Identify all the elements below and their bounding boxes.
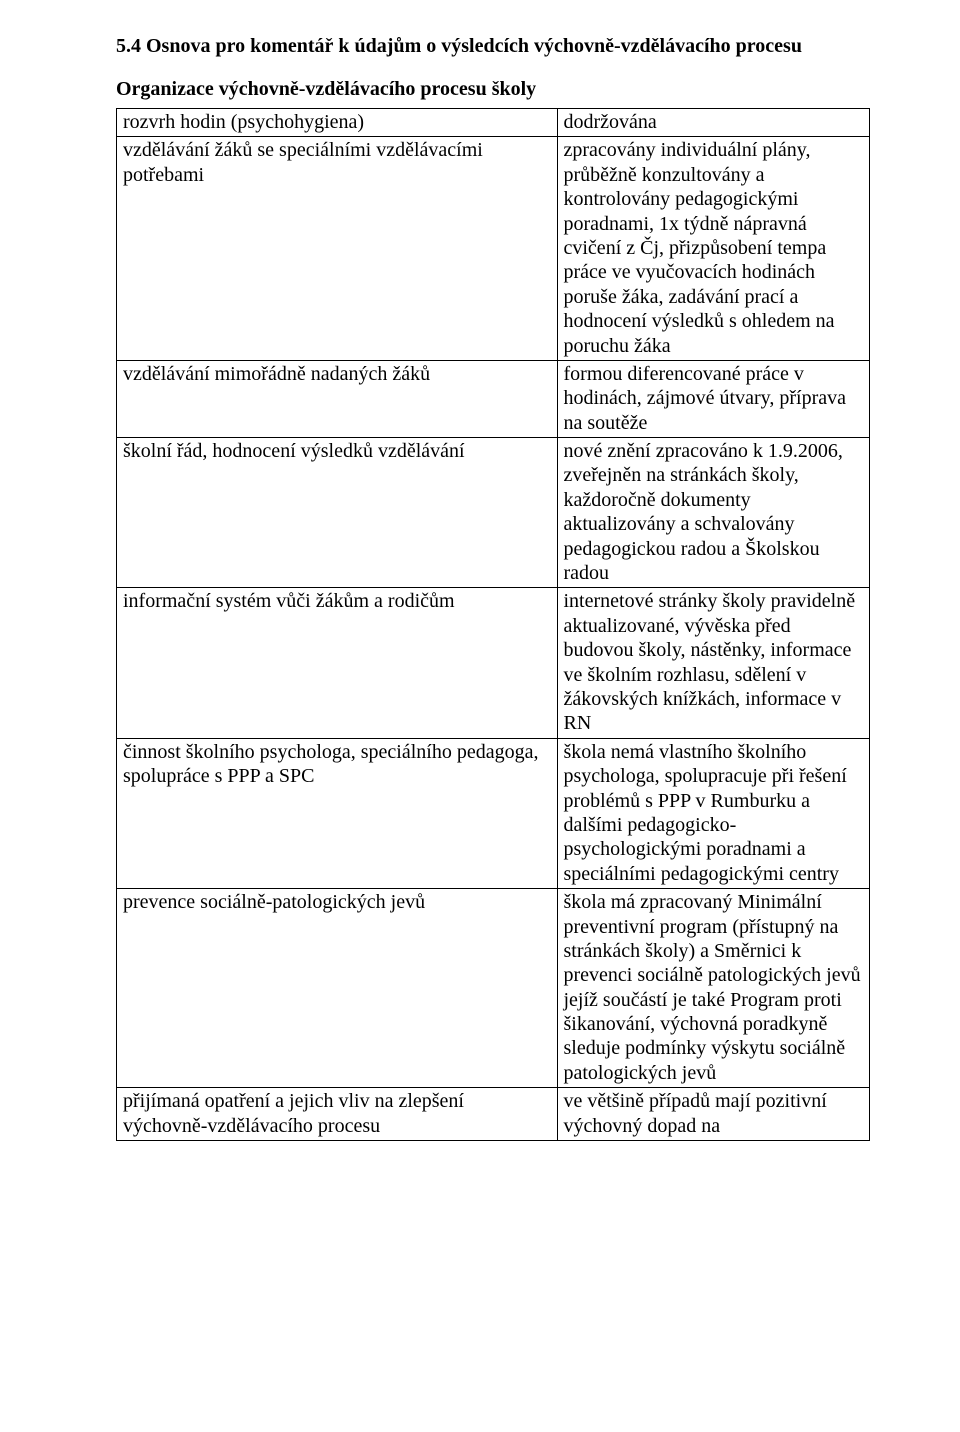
cell-left: činnost školního psychologa, speciálního… <box>117 738 558 888</box>
cell-right: škola nemá vlastního školního psychologa… <box>557 738 870 888</box>
table-row: rozvrh hodin (psychohygiena) dodržována <box>117 109 870 137</box>
cell-right: dodržována <box>557 109 870 137</box>
cell-right: zpracovány individuální plány, průběžně … <box>557 137 870 361</box>
organization-subheading: Organizace výchovně-vzdělávacího procesu… <box>116 77 870 102</box>
cell-left: prevence sociálně-patologických jevů <box>117 889 558 1088</box>
cell-left: přijímaná opatření a jejich vliv na zlep… <box>117 1088 558 1141</box>
cell-left: rozvrh hodin (psychohygiena) <box>117 109 558 137</box>
cell-right: škola má zpracovaný Minimální preventivn… <box>557 889 870 1088</box>
cell-right: nové znění zpracováno k 1.9.2006, zveřej… <box>557 438 870 588</box>
table-row: přijímaná opatření a jejich vliv na zlep… <box>117 1088 870 1141</box>
cell-right: internetové stránky školy pravidelně akt… <box>557 588 870 738</box>
cell-left: školní řád, hodnocení výsledků vzděláván… <box>117 438 558 588</box>
cell-left: vzdělávání mimořádně nadaných žáků <box>117 360 558 437</box>
table-row: prevence sociálně-patologických jevů ško… <box>117 889 870 1088</box>
section-title: 5.4 Osnova pro komentář k údajům o výsle… <box>116 34 870 59</box>
table-row: činnost školního psychologa, speciálního… <box>117 738 870 888</box>
cell-left: informační systém vůči žákům a rodičům <box>117 588 558 738</box>
cell-left: vzdělávání žáků se speciálními vzdělávac… <box>117 137 558 361</box>
table-row: informační systém vůči žákům a rodičům i… <box>117 588 870 738</box>
document-page: 5.4 Osnova pro komentář k údajům o výsle… <box>0 0 960 1432</box>
cell-right: ve většině případů mají pozitivní výchov… <box>557 1088 870 1141</box>
process-table: rozvrh hodin (psychohygiena) dodržována … <box>116 108 870 1141</box>
table-row: vzdělávání mimořádně nadaných žáků formo… <box>117 360 870 437</box>
cell-right: formou diferencované práce v hodinách, z… <box>557 360 870 437</box>
table-row: školní řád, hodnocení výsledků vzděláván… <box>117 438 870 588</box>
table-row: vzdělávání žáků se speciálními vzdělávac… <box>117 137 870 361</box>
